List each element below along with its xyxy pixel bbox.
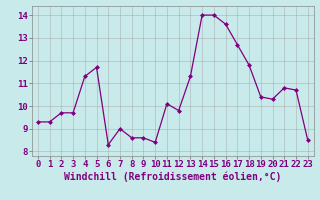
X-axis label: Windchill (Refroidissement éolien,°C): Windchill (Refroidissement éolien,°C) [64,172,282,182]
